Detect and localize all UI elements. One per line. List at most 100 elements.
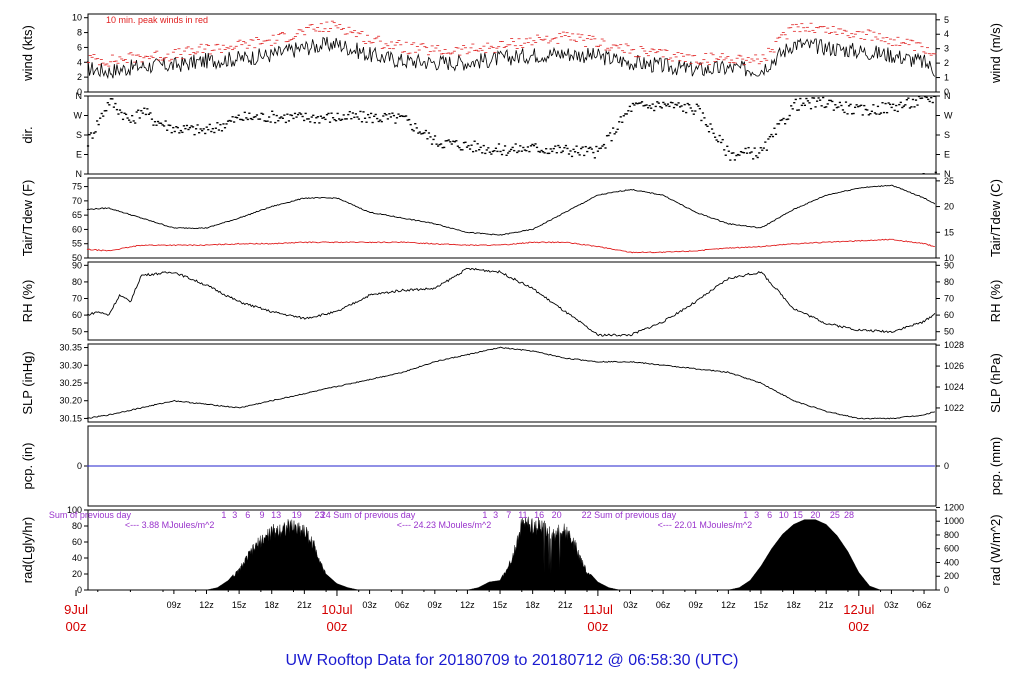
direction-point	[164, 120, 167, 122]
direction-point	[806, 100, 810, 102]
direction-point	[476, 143, 479, 145]
direction-left-tick-label: E	[76, 150, 82, 160]
direction-point	[721, 138, 724, 141]
direction-point	[414, 123, 417, 125]
direction-point	[146, 108, 149, 110]
direction-point	[341, 118, 344, 121]
direction-point	[417, 132, 420, 134]
temperature-right-tick-label: 25	[944, 176, 954, 186]
direction-point	[590, 148, 593, 150]
direction-point	[666, 103, 670, 105]
panel-temperature: Tair/Tdew (F) Tair/Tdew (C) 50 55 60 65 70 75 10…	[20, 176, 1003, 263]
radiation-left-tick-label: 0	[77, 585, 82, 595]
direction-point	[114, 102, 117, 105]
radiation-hour-marker: 11	[518, 510, 527, 520]
direction-point	[637, 102, 641, 104]
direction-point	[106, 102, 109, 104]
direction-point	[421, 132, 424, 135]
direction-point	[388, 113, 391, 115]
direction-point	[917, 95, 921, 98]
direction-point	[901, 106, 904, 109]
direction-point	[922, 173, 925, 175]
direction-point	[415, 127, 418, 129]
direction-point	[656, 101, 659, 103]
direction-point	[680, 105, 683, 107]
temperature-left-tick-label: 60	[72, 224, 82, 234]
wind-left-tick-label: 6	[77, 42, 82, 52]
wind-left-tick-label: 2	[77, 72, 82, 82]
direction-point	[540, 149, 543, 152]
direction-point	[420, 133, 423, 135]
direction-point	[715, 139, 718, 141]
temperature-series-line	[86, 184, 936, 236]
x-axis: 09z 12z 15z 18z 21z 03z 06z 09z 12z 15z 18z 21z 03z 0…	[64, 590, 932, 634]
direction-point	[293, 112, 297, 115]
direction-point	[866, 109, 869, 111]
direction-point	[272, 113, 275, 116]
direction-point	[735, 154, 738, 157]
direction-point	[771, 135, 775, 138]
direction-point	[353, 116, 356, 119]
direction-point	[249, 117, 252, 120]
direction-point	[819, 99, 822, 101]
temperature-left-tick-label: 50	[72, 253, 82, 263]
radiation-left-tick-label: 60	[72, 537, 82, 547]
direction-point	[459, 149, 463, 151]
direction-point	[692, 113, 695, 115]
radiation-right-tick-label: 800	[944, 530, 959, 540]
direction-right-tick-label: S	[944, 130, 950, 140]
direction-point	[689, 107, 692, 109]
direction-point	[86, 145, 90, 147]
direction-point	[701, 112, 705, 114]
direction-point	[126, 117, 129, 119]
x-hour-label: 21z	[558, 600, 573, 610]
direction-point	[455, 140, 458, 142]
direction-point	[313, 121, 316, 124]
direction-point	[672, 106, 676, 109]
direction-point	[686, 102, 689, 105]
direction-point	[695, 103, 698, 106]
direction-point	[409, 123, 412, 126]
direction-point	[747, 146, 750, 149]
direction-point	[152, 124, 155, 126]
radiation-hour-marker: 19	[292, 510, 302, 520]
direction-point	[219, 123, 222, 126]
temperature-right-tick-label: 20	[944, 202, 954, 212]
radiation-hour-marker: 16	[534, 510, 544, 520]
direction-point	[710, 128, 714, 130]
direction-point	[654, 105, 657, 108]
precip-ylabel-left: pcp. (in)	[20, 443, 35, 490]
direction-point	[405, 115, 408, 117]
direction-left-tick-label: N	[76, 169, 83, 179]
x-hour-label: 18z	[525, 600, 540, 610]
pressure-right-tick-label: 1026	[944, 361, 964, 371]
x-hour-label: 09z	[688, 600, 703, 610]
direction-point	[269, 121, 272, 123]
x-hour-label: 03z	[884, 600, 899, 610]
direction-point	[359, 110, 362, 113]
direction-point	[704, 124, 708, 126]
direction-point	[869, 112, 872, 115]
radiation-hour-marker: 3	[493, 510, 498, 520]
direction-point	[602, 143, 606, 146]
direction-point	[208, 123, 211, 126]
direction-point	[424, 129, 428, 132]
direction-point	[558, 146, 561, 149]
direction-point	[184, 127, 187, 130]
wind-peak-marks	[86, 20, 937, 67]
direction-point	[567, 153, 571, 155]
direction-point	[878, 113, 881, 115]
direction-frame	[87, 95, 937, 175]
direction-point	[468, 148, 472, 150]
wind-right-tick-label: 5	[944, 15, 949, 25]
direction-point	[782, 117, 785, 120]
direction-point	[131, 114, 134, 117]
direction-point	[354, 113, 357, 115]
direction-point	[639, 102, 642, 104]
radiation-daily-sum: Sum of previous day	[49, 510, 132, 520]
direction-point	[774, 133, 778, 135]
direction-point	[511, 146, 514, 149]
direction-point	[523, 149, 526, 151]
radiation-daily-sum: <--- 24.23 MJoules/m^2	[397, 520, 492, 530]
